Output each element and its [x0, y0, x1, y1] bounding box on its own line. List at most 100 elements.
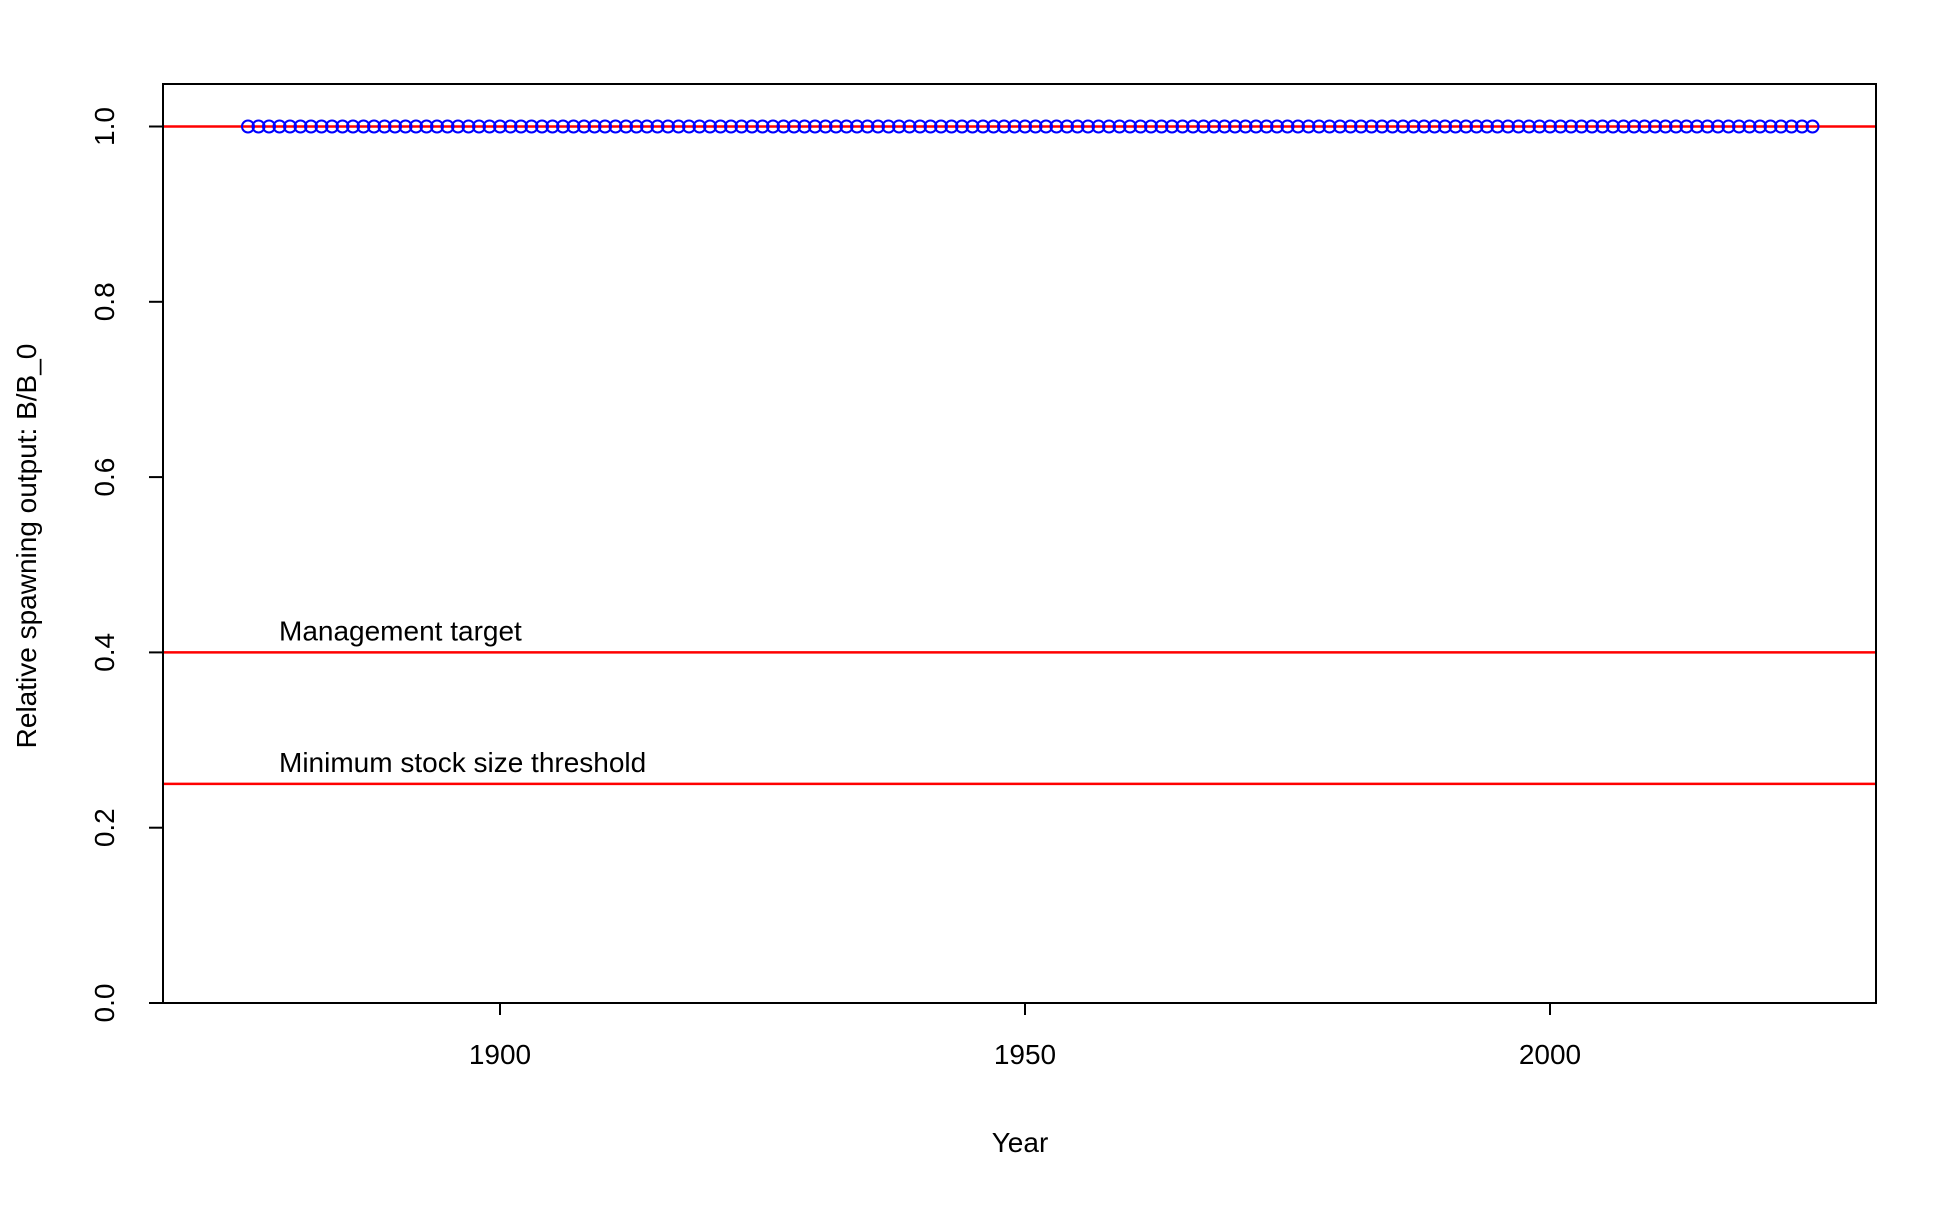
x-axis: 1900 1950 2000	[469, 1003, 1581, 1070]
data-point	[1574, 119, 1589, 134]
data-point	[1543, 119, 1557, 134]
data-point	[283, 119, 297, 134]
data-point	[776, 119, 791, 134]
data-point	[1690, 119, 1704, 134]
data-point	[1480, 119, 1494, 134]
data-point	[1763, 119, 1778, 134]
data-point	[1333, 119, 1347, 134]
data-point	[1259, 119, 1274, 134]
data-point	[1322, 119, 1337, 134]
data-point	[1490, 119, 1505, 134]
data-point	[661, 119, 675, 134]
y-tick-label: 0.2	[89, 808, 120, 847]
data-point	[703, 119, 717, 134]
data-point	[745, 119, 759, 134]
data-point	[272, 119, 287, 134]
data-point	[314, 119, 329, 134]
data-point	[251, 119, 266, 134]
data-point	[1133, 119, 1148, 134]
data-point	[902, 119, 917, 134]
data-point	[587, 119, 602, 134]
data-point	[577, 119, 591, 134]
data-point	[1795, 119, 1809, 134]
data-point	[1217, 119, 1232, 134]
data-point	[860, 119, 875, 134]
data-point	[1711, 119, 1725, 134]
data-point	[1648, 119, 1662, 134]
data-point	[524, 119, 539, 134]
data-point	[1669, 119, 1683, 134]
data-point	[1553, 119, 1568, 134]
y-axis-label: Relative spawning output: B/B_0	[11, 344, 42, 749]
data-point	[986, 119, 1001, 134]
data-point	[1679, 119, 1694, 134]
data-point	[262, 119, 276, 134]
data-point	[923, 119, 938, 134]
data-point	[293, 119, 308, 134]
data-point	[1753, 119, 1767, 134]
data-point	[1364, 119, 1379, 134]
data-point	[1123, 119, 1137, 134]
data-point	[409, 119, 423, 134]
data-point	[1700, 119, 1715, 134]
data-point	[1721, 119, 1736, 134]
data-point	[1606, 119, 1620, 134]
data-point	[629, 119, 644, 134]
data-point	[1291, 119, 1305, 134]
data-point	[1196, 119, 1211, 134]
reference-line-label: Management target	[279, 615, 522, 646]
data-point	[514, 119, 528, 134]
data-point	[367, 119, 381, 134]
data-point	[451, 119, 465, 134]
y-tick-label: 0.8	[89, 282, 120, 321]
data-points-group	[241, 119, 1820, 134]
data-point	[692, 119, 707, 134]
data-point	[850, 119, 864, 134]
data-point	[440, 119, 455, 134]
y-tick-label: 0.0	[89, 984, 120, 1023]
data-point	[1627, 119, 1641, 134]
data-point	[640, 119, 654, 134]
data-point	[472, 119, 486, 134]
data-point	[377, 119, 392, 134]
data-point	[755, 119, 770, 134]
data-point	[734, 119, 749, 134]
data-point	[1564, 119, 1578, 134]
data-point	[1238, 119, 1253, 134]
data-point	[1312, 119, 1326, 134]
data-point	[766, 119, 780, 134]
data-point	[398, 119, 413, 134]
data-point	[955, 119, 969, 134]
reference-labels-group: Management target Minimum stock size thre…	[279, 615, 646, 777]
x-tick-label: 1950	[994, 1039, 1056, 1070]
data-point	[1144, 119, 1158, 134]
data-point	[1301, 119, 1316, 134]
data-point	[818, 119, 833, 134]
data-point	[1469, 119, 1484, 134]
data-point	[1385, 119, 1400, 134]
data-point	[503, 119, 518, 134]
data-point	[1396, 119, 1410, 134]
data-point	[325, 119, 339, 134]
data-point	[1595, 119, 1610, 134]
data-point	[724, 119, 738, 134]
data-point	[1532, 119, 1547, 134]
data-point	[430, 119, 444, 134]
data-point	[1207, 119, 1221, 134]
data-point	[388, 119, 402, 134]
data-point	[1438, 119, 1452, 134]
data-point	[1228, 119, 1242, 134]
x-tick-label: 1900	[469, 1039, 531, 1070]
data-point	[1270, 119, 1284, 134]
data-point	[1805, 119, 1820, 134]
data-point	[1070, 119, 1085, 134]
data-point	[335, 119, 350, 134]
data-point	[1343, 119, 1358, 134]
data-point	[1039, 119, 1053, 134]
data-point	[671, 119, 686, 134]
data-point	[493, 119, 507, 134]
data-point	[787, 119, 801, 134]
reference-lines-group	[163, 125, 1876, 786]
data-point	[1028, 119, 1043, 134]
